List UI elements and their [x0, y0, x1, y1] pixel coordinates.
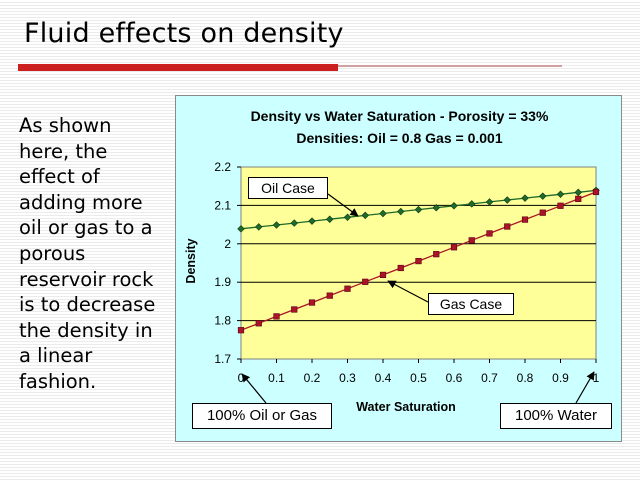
grid-lines	[241, 204, 596, 322]
gas-case-callout: Gas Case	[428, 293, 514, 315]
x-tick-label: 0.2	[304, 371, 321, 385]
oil-case-point	[326, 215, 334, 223]
y-tick-label: 1.8	[214, 314, 231, 328]
oil-case-series	[237, 186, 600, 233]
oil-case-point	[450, 202, 458, 210]
chart-panel: Density vs Water Saturation - Porosity =…	[175, 95, 622, 442]
gas-case-point	[433, 251, 440, 258]
gas-case-point	[557, 202, 564, 209]
x-tick-label: 0.6	[446, 371, 463, 385]
gas-case-arrow	[387, 280, 429, 303]
slide-body-text: As shown here, the effect of adding more…	[19, 114, 156, 393]
y-tick-label: 2.2	[214, 160, 231, 174]
x-tick-label: 0.1	[268, 371, 285, 385]
oil-case-point	[539, 192, 547, 200]
gas-case-point	[362, 278, 369, 285]
chart-title: Density vs Water Saturation - Porosity =…	[250, 108, 549, 124]
x-tick-label: 0.7	[481, 371, 498, 385]
oil-gas-end-callout: 100% Oil or Gas	[192, 403, 332, 429]
gas-case-point	[291, 306, 298, 313]
y-tick-label: 2.1	[214, 198, 231, 212]
water-end-callout: 100% Water	[500, 403, 612, 429]
oil-case-callout: Oil Case	[248, 177, 328, 199]
gas-case-point	[592, 188, 600, 196]
oil-case-point	[308, 217, 316, 225]
gas-case-point	[344, 285, 351, 292]
oil-case-point	[574, 188, 582, 197]
gas-case-point	[308, 299, 316, 306]
x-tick-label: 0.9	[552, 371, 569, 385]
gas-case-point	[486, 230, 493, 237]
oil-case-point	[556, 190, 565, 198]
y-tick-label: 1.7	[214, 352, 231, 366]
gas-case-point	[255, 320, 262, 327]
oil-case-point	[397, 207, 405, 216]
gas-case-point	[326, 292, 333, 299]
title-underline-red	[18, 64, 338, 71]
slide-title: Fluid effects on density	[24, 18, 344, 49]
chart-svg: 1.71.81.922.12.2 0 0.1 0.2 0.3 0.4 0.5 0.6 0.7 0…	[214, 160, 600, 404]
oil-case-point	[503, 196, 511, 204]
water-end-arrow	[575, 371, 595, 404]
oil-case-point	[485, 198, 494, 206]
gas-case-point	[237, 327, 245, 334]
oil-case-point	[237, 225, 245, 233]
chart-subtitle: Densities: Oil = 0.8 Gas = 0.001	[296, 130, 503, 146]
gas-case-point	[539, 209, 546, 216]
oil-case-point	[468, 200, 476, 208]
y-tick-label: 1.9	[214, 275, 231, 289]
oil-case-point	[255, 223, 263, 231]
oil-case-point	[379, 209, 387, 218]
gas-case-point	[504, 223, 511, 230]
gas-case-point	[379, 271, 387, 279]
y-tick-label: 2	[224, 237, 231, 251]
oil-case-point	[272, 221, 281, 229]
oil-case-point	[432, 203, 440, 212]
y-axis-label: Density	[184, 238, 198, 284]
title-underline-gray	[338, 65, 562, 67]
x-tick-label: 0.5	[410, 371, 427, 385]
oil-case-point	[521, 194, 529, 202]
oil-case-point	[290, 219, 298, 227]
x-tick-label: 0.3	[339, 371, 356, 385]
gas-case-point	[521, 216, 529, 223]
oil-case-point	[361, 211, 369, 220]
x-tick-label: 0	[238, 371, 245, 385]
y-axis-ticks: 1.7 1.8 1.9 2 2.1 2.2	[214, 160, 241, 366]
gas-case-point	[273, 313, 280, 320]
oil-gas-end-arrow	[241, 373, 267, 404]
x-tick-label: 0.8	[517, 371, 534, 385]
x-axis-label: Water Saturation	[356, 400, 456, 414]
gas-case-point	[397, 264, 404, 272]
oil-case-point	[414, 205, 423, 214]
gas-case-point	[450, 244, 458, 251]
x-tick-label: 1	[593, 371, 600, 385]
x-tick-label: 0.4	[375, 371, 392, 385]
callout-arrows	[241, 193, 595, 404]
gas-case-series	[237, 188, 600, 334]
oil-case-arrow	[327, 193, 359, 217]
gas-case-point	[468, 237, 475, 244]
gas-case-point	[575, 195, 582, 202]
x-axis-ticks: 0 0.1 0.2 0.3 0.4 0.5 0.6 0.7 0.8 0.9 1	[238, 359, 600, 385]
gas-case-point	[415, 257, 422, 265]
